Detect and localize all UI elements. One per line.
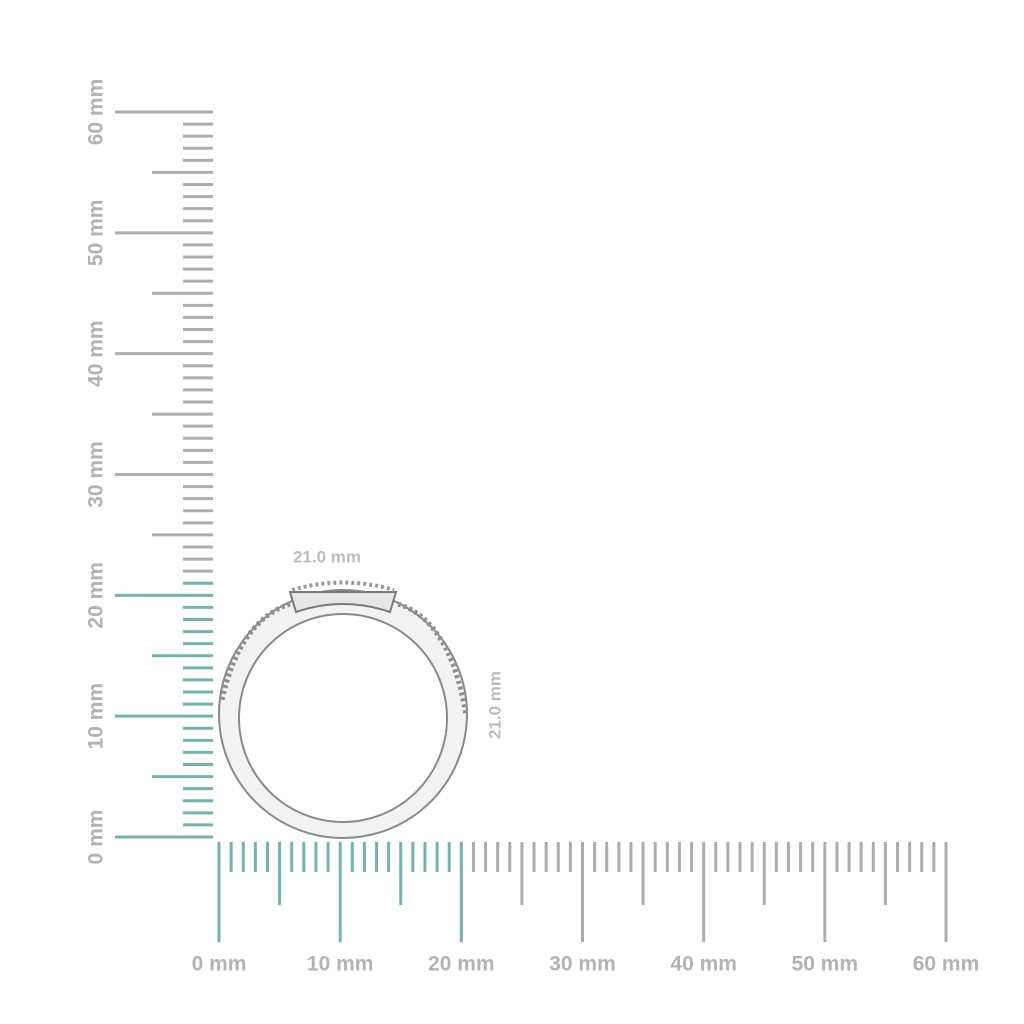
h-ruler-label: 0 mm bbox=[192, 953, 247, 976]
h-ruler-label: 40 mm bbox=[670, 953, 737, 976]
v-ruler-label: 30 mm bbox=[85, 441, 108, 508]
h-ruler-label: 20 mm bbox=[428, 953, 495, 976]
ring bbox=[218, 580, 469, 839]
width-label: 21.0 mm bbox=[293, 547, 361, 566]
v-ruler-label: 50 mm bbox=[85, 200, 108, 267]
height-label: 21.0 mm bbox=[485, 671, 504, 739]
h-ruler-label: 50 mm bbox=[792, 953, 859, 976]
h-ruler-label: 10 mm bbox=[307, 953, 374, 976]
h-ruler-label: 60 mm bbox=[913, 953, 980, 976]
v-ruler-label: 0 mm bbox=[85, 810, 108, 865]
v-ruler-label: 20 mm bbox=[85, 562, 108, 629]
v-ruler-label: 10 mm bbox=[85, 683, 108, 750]
h-ruler-label: 30 mm bbox=[549, 953, 616, 976]
v-ruler-label: 40 mm bbox=[85, 320, 108, 387]
v-ruler-label: 60 mm bbox=[85, 79, 108, 146]
